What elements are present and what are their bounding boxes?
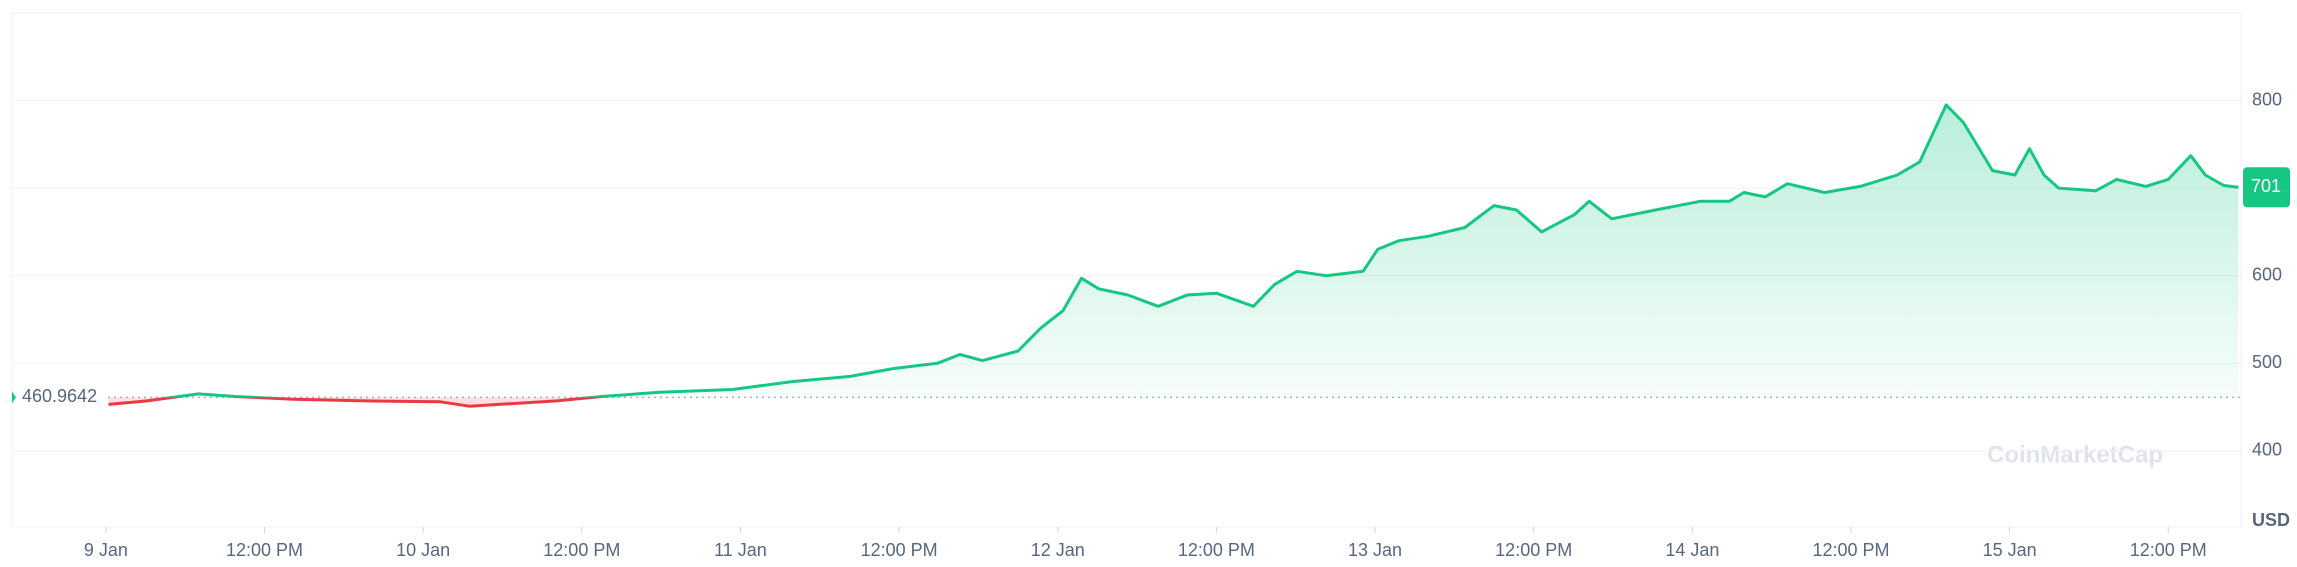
x-tick-label: 14 Jan [1665, 540, 1719, 560]
x-tick-label: 12:00 PM [1495, 540, 1572, 560]
plot-frame [11, 12, 2242, 528]
x-tick-label: 12:00 PM [2130, 540, 2207, 560]
y-tick-label: 800 [2252, 89, 2282, 109]
x-tick-label: 12:00 PM [543, 540, 620, 560]
reference-badge-bg [18, 385, 106, 410]
x-tick-label: 13 Jan [1348, 540, 1402, 560]
area-fill [172, 104, 2239, 398]
reference-label: 460.9642 [22, 386, 97, 406]
reference-marker [12, 391, 16, 404]
x-tick-label: 12:00 PM [861, 540, 938, 560]
watermark: CoinMarketCap [1987, 441, 2163, 468]
x-tick-label: 11 Jan [714, 540, 767, 560]
x-tick-label: 12:00 PM [1178, 540, 1255, 560]
y-tick-label: 500 [2252, 352, 2282, 372]
y-tick-label: 400 [2252, 440, 2282, 460]
x-tick-label: 12 Jan [1031, 540, 1085, 560]
x-tick-label: 15 Jan [1983, 540, 2037, 560]
x-tick-label: 10 Jan [396, 540, 450, 560]
x-tick-label: 12:00 PM [1812, 540, 1889, 560]
current-price-badge [2243, 167, 2290, 208]
y-unit: USD [2252, 510, 2290, 530]
y-tick-label: 600 [2252, 264, 2282, 284]
price-line [108, 103, 2239, 408]
x-tick-label: 9 Jan [84, 540, 128, 560]
x-tick-label: 12:00 PM [226, 540, 303, 560]
current-price-label: 701 [2251, 176, 2281, 196]
